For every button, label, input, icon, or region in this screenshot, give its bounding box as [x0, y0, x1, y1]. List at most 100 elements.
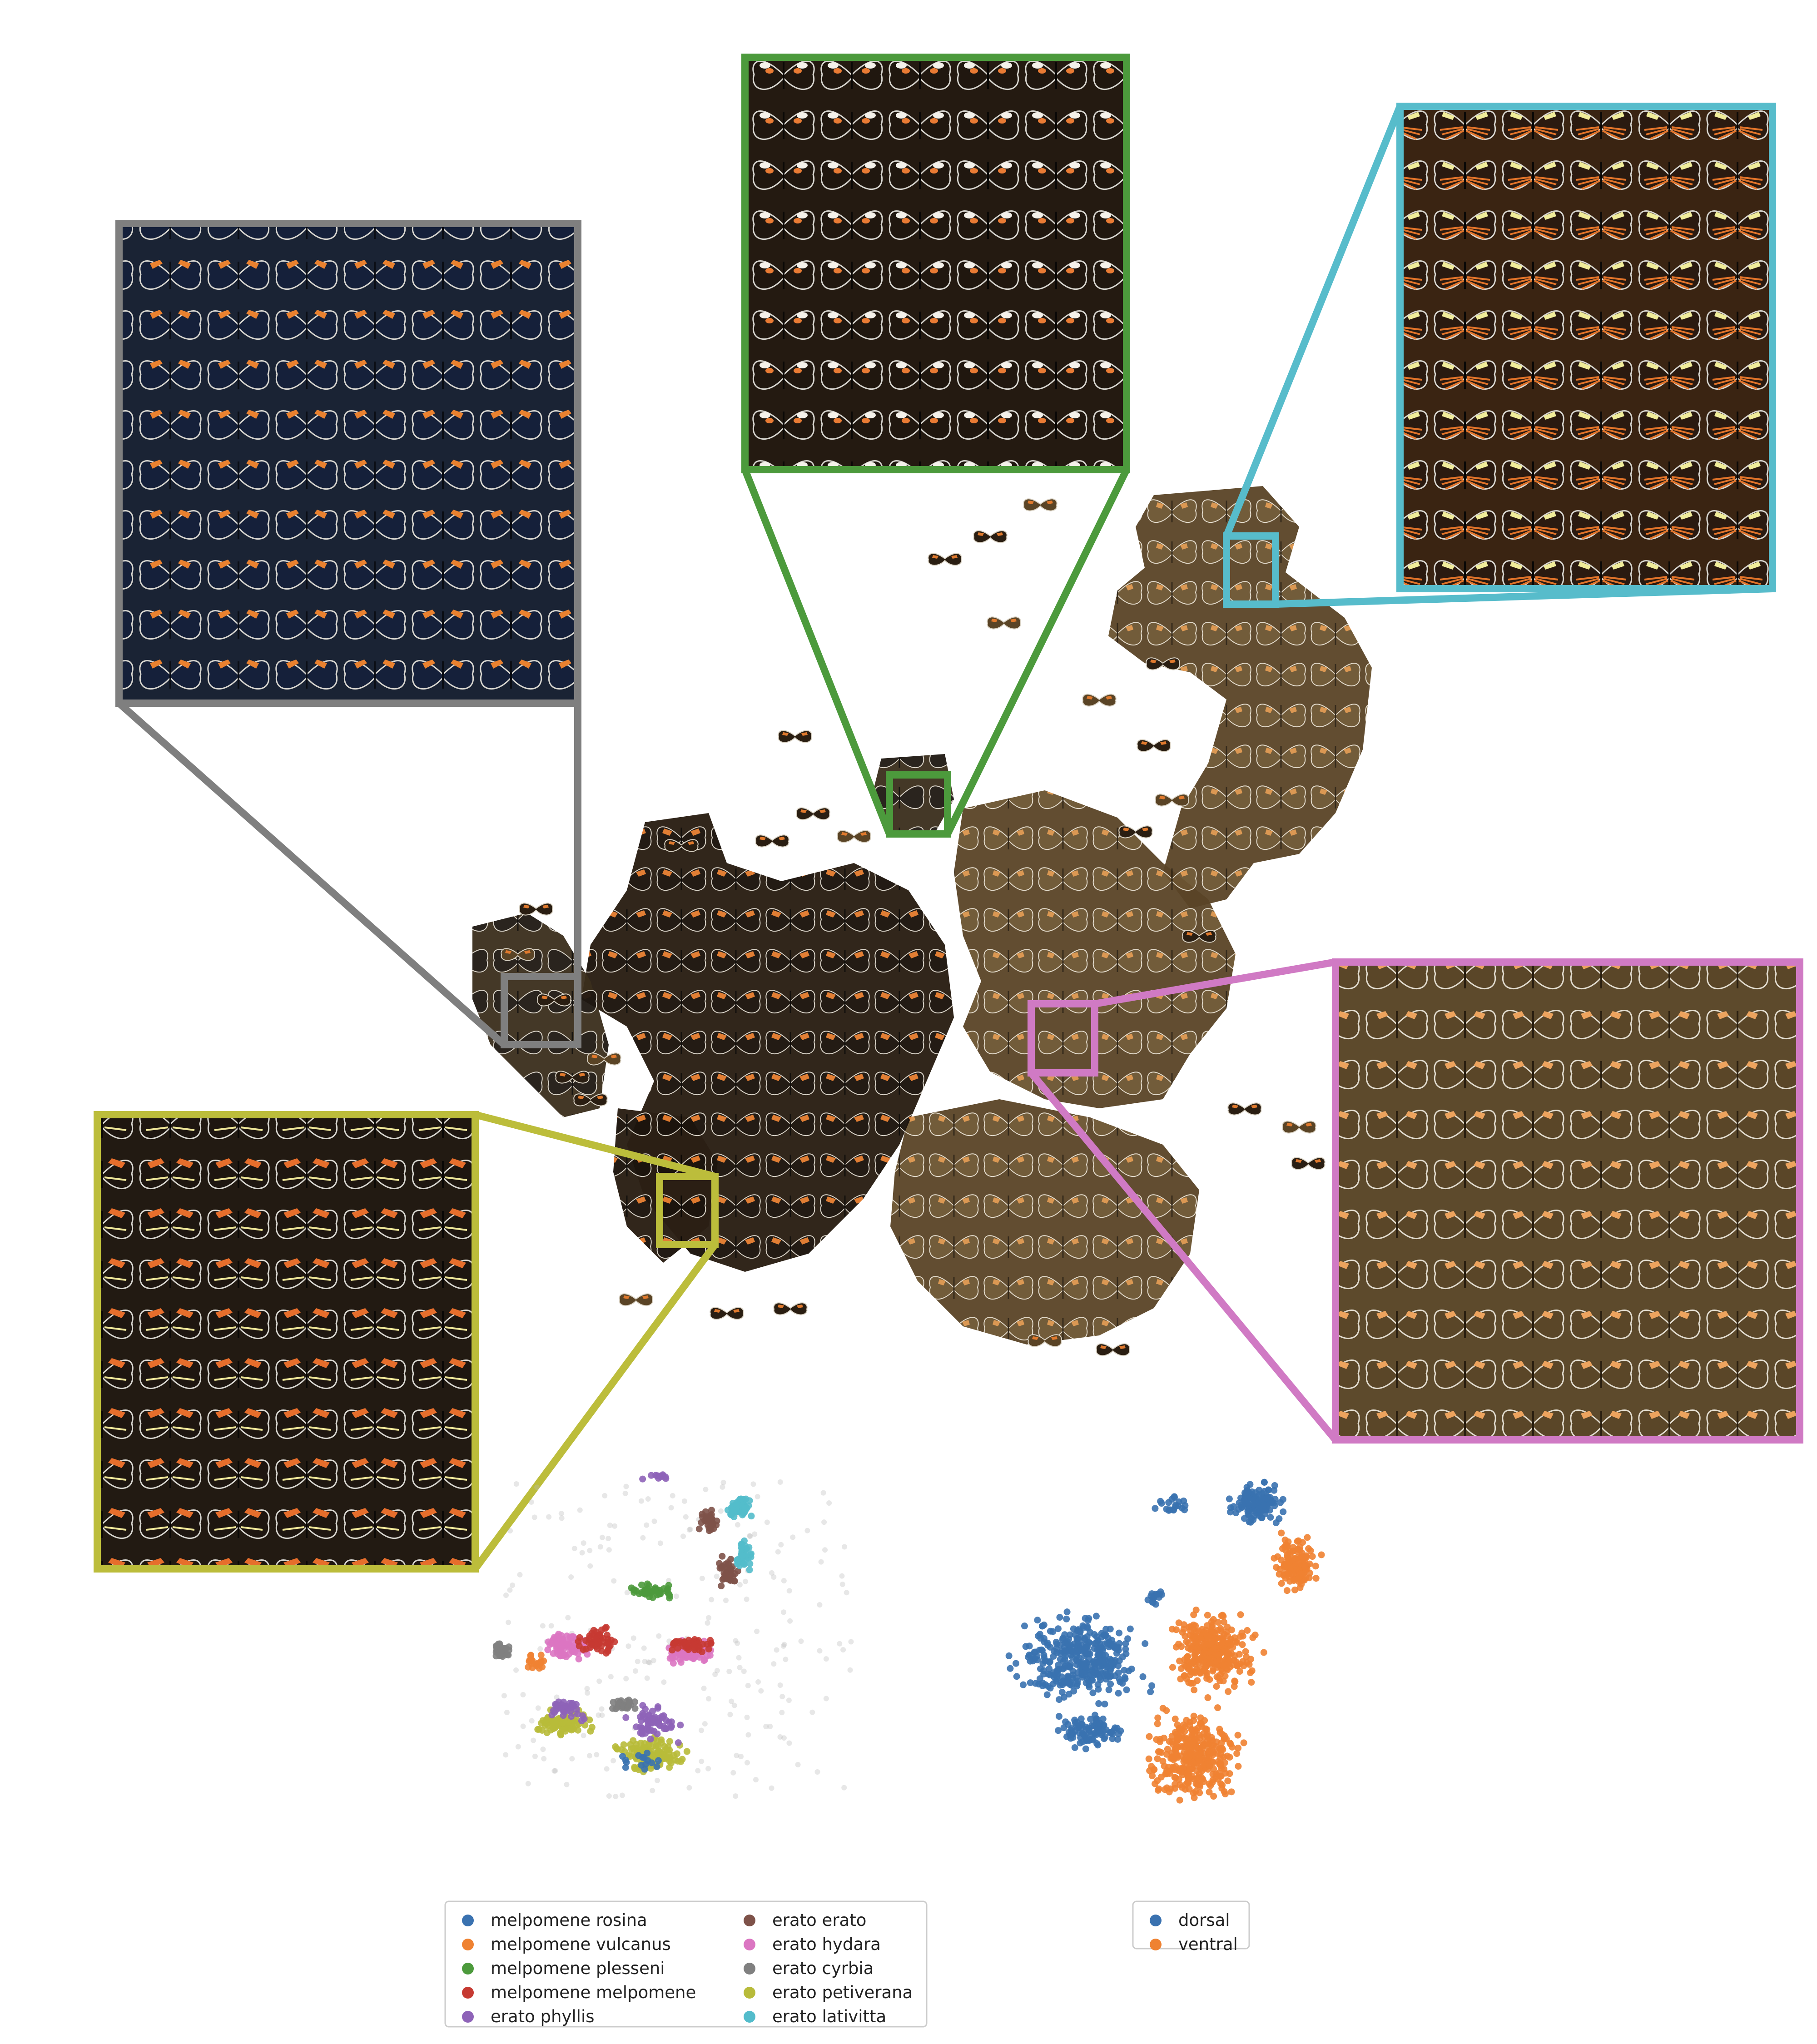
point-erato-phyllis: [637, 1723, 644, 1731]
point-ventral: [1281, 1561, 1288, 1568]
point-ventral: [1213, 1683, 1220, 1690]
point-ventral: [1182, 1781, 1189, 1789]
butterfly-band: [578, 1096, 603, 1099]
legend-side-entries: dorsal ventral: [1150, 1910, 1238, 1954]
point-ventral: [1184, 1735, 1191, 1742]
inset-pink: [1028, 958, 1803, 1444]
point-ventral: [1154, 1714, 1162, 1722]
background-point: [839, 1582, 845, 1588]
background-point: [619, 1792, 625, 1798]
background-point: [712, 1672, 718, 1677]
point-ventral: [1296, 1547, 1304, 1554]
point-dorsal: [1243, 1488, 1251, 1495]
point-dorsal: [1056, 1614, 1063, 1621]
point-ventral: [1298, 1570, 1305, 1578]
background-point: [594, 1751, 600, 1757]
point-erato-petiverana: [674, 1757, 681, 1765]
point-dorsal: [1139, 1673, 1147, 1680]
background-point: [735, 1522, 740, 1528]
point-ventral: [1220, 1618, 1227, 1626]
point-dorsal: [1032, 1648, 1039, 1656]
point-ventral: [1213, 1664, 1221, 1671]
background-point: [727, 1712, 733, 1717]
background-point: [584, 1686, 590, 1692]
background-point: [775, 1549, 781, 1555]
butterfly-band: [782, 732, 808, 736]
background-point: [698, 1727, 704, 1733]
point-dorsal: [1261, 1478, 1268, 1486]
point-ventral: [1169, 1664, 1176, 1671]
point-dorsal: [1106, 1638, 1113, 1646]
point-dorsal: [1107, 1625, 1114, 1632]
point-erato-petiverana: [587, 1727, 594, 1735]
background-point: [596, 1712, 601, 1718]
point-dorsal: [1116, 1657, 1123, 1664]
point-erato-lativitta: [746, 1566, 753, 1573]
point-ventral: [1154, 1755, 1161, 1762]
point-ventral: [1204, 1612, 1211, 1619]
point-ventral: [1164, 1746, 1171, 1753]
point-dorsal: [1050, 1680, 1057, 1687]
point-dorsal: [1078, 1721, 1086, 1728]
point-ventral: [1217, 1627, 1225, 1634]
point-erato-lativitta: [739, 1552, 746, 1559]
point-dorsal: [1005, 1652, 1013, 1659]
point-dorsal: [1097, 1676, 1104, 1683]
point-erato-phyllis: [637, 1717, 645, 1724]
point-dorsal: [1039, 1679, 1046, 1687]
point-erato-cyrbia: [503, 1651, 511, 1658]
point-ventral: [1187, 1646, 1194, 1653]
point-ventral: [1180, 1621, 1187, 1628]
point-dorsal: [1106, 1655, 1113, 1662]
background-point: [546, 1514, 552, 1520]
point-erato-phyllis: [662, 1473, 669, 1481]
point-ventral: [1235, 1763, 1242, 1770]
point-erato-petiverana: [663, 1755, 670, 1762]
point-erato-petiverana: [683, 1748, 690, 1755]
butterfly-band: [1286, 1123, 1312, 1126]
point-dorsal: [1121, 1667, 1128, 1674]
point-dorsal: [1246, 1481, 1254, 1488]
background-point: [668, 1505, 674, 1511]
background-point: [745, 1682, 751, 1688]
background-point: [656, 1633, 662, 1639]
point-ventral: [1172, 1781, 1179, 1788]
point-ventral: [1193, 1767, 1201, 1775]
point-dorsal: [1087, 1716, 1094, 1723]
outlier-butterfly: [1118, 825, 1153, 838]
background-point: [611, 1578, 617, 1584]
point-erato-petiverana: [631, 1765, 638, 1772]
point-dorsal: [1081, 1663, 1088, 1671]
point-ventral: [1237, 1611, 1244, 1618]
outlier-butterfly: [501, 948, 535, 961]
outlier-butterfly: [987, 616, 1021, 630]
point-dorsal: [1077, 1715, 1085, 1722]
point-dorsal: [1093, 1671, 1100, 1678]
point-ventral: [1294, 1538, 1301, 1545]
legend-marker: [462, 1987, 474, 1999]
legend-label: ventral: [1178, 1935, 1238, 1954]
point-erato-hydara: [559, 1635, 566, 1642]
background-point: [701, 1686, 707, 1692]
background-point: [786, 1697, 792, 1703]
legend-marker: [744, 1939, 755, 1950]
background-point: [823, 1656, 829, 1662]
background-point: [714, 1573, 720, 1579]
point-erato-lativitta: [748, 1513, 755, 1520]
point-ventral: [1172, 1763, 1179, 1770]
background-point: [581, 1732, 586, 1738]
point-ventral: [1218, 1785, 1226, 1792]
outlier-butterfly: [555, 1071, 590, 1084]
background-point: [586, 1753, 592, 1759]
point-dorsal: [1272, 1519, 1280, 1526]
point-dorsal: [1099, 1647, 1107, 1654]
legend-marker: [462, 2011, 474, 2023]
point-ventral: [1193, 1645, 1200, 1652]
point-dorsal: [1063, 1615, 1070, 1622]
point-erato-petiverana: [534, 1726, 541, 1733]
point-ventral: [1218, 1640, 1225, 1647]
point-melpomene-melpomene: [670, 1640, 677, 1647]
background-point: [778, 1542, 784, 1548]
point-dorsal: [1166, 1506, 1173, 1513]
point-erato-phyllis: [665, 1718, 673, 1726]
